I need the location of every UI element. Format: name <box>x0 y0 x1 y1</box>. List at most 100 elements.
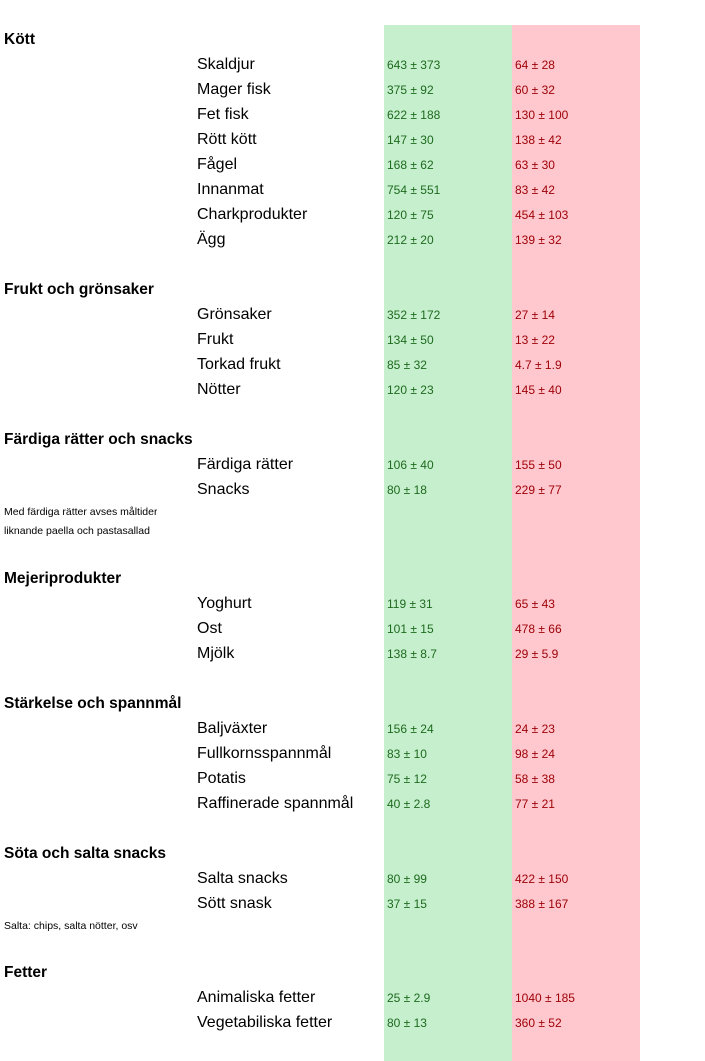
bad-value: 422 ± 150 <box>515 871 569 886</box>
table-row: Mjölk 138 ± 8.7 29 ± 5.9 <box>0 641 705 666</box>
good-value: 106 ± 40 <box>387 457 434 472</box>
table-row: Färdiga rätter 106 ± 40 155 ± 50 <box>0 452 705 477</box>
food-name: Fet fisk <box>197 105 249 123</box>
table-row: Rött kött 147 ± 30 138 ± 42 <box>0 127 705 152</box>
table-row: Fågel 168 ± 62 63 ± 30 <box>0 152 705 177</box>
table-row: Sött snask 37 ± 15 388 ± 167 <box>0 891 705 916</box>
food-name: Fågel <box>197 155 238 173</box>
good-value: 147 ± 30 <box>387 132 434 147</box>
bad-value: 98 ± 24 <box>515 746 555 761</box>
table-row: Raffinerade spannmål 40 ± 2.8 77 ± 21 <box>0 791 705 816</box>
good-value: 352 ± 172 <box>387 307 441 322</box>
bad-value: 138 ± 42 <box>515 132 562 147</box>
good-value: 156 ± 24 <box>387 721 434 736</box>
section-title: Söta och salta snacks <box>4 844 166 862</box>
food-name: Ost <box>197 619 222 637</box>
section-header-row: Färdiga rätter och snacks <box>0 427 705 452</box>
blank-row <box>0 816 705 841</box>
bad-value: 130 ± 100 <box>515 107 569 122</box>
section-title: Fetter <box>4 964 48 981</box>
section-header-row: Kött <box>0 27 705 52</box>
bad-value: 77 ± 21 <box>515 796 555 811</box>
food-name: Innanmat <box>197 180 264 198</box>
note-row: Med färdiga rätter avses måltider <box>0 502 705 522</box>
food-name: Fullkornsspannmål <box>197 744 332 762</box>
bad-value: 155 ± 50 <box>515 457 562 472</box>
table-row: Ost 101 ± 15 478 ± 66 <box>0 616 705 641</box>
good-column-background <box>384 25 512 1061</box>
food-name: Sött snask <box>197 894 272 912</box>
section-title: Kött <box>4 30 35 48</box>
food-name: Salta snacks <box>197 869 288 887</box>
bad-value: 64 ± 28 <box>515 57 555 72</box>
bad-value: 13 ± 22 <box>515 332 555 347</box>
bad-value: 145 ± 40 <box>515 382 562 397</box>
table-row: Salta snacks 80 ± 99 422 ± 150 <box>0 866 705 891</box>
food-name: Ägg <box>197 230 226 248</box>
bad-value: 58 ± 38 <box>515 771 555 786</box>
bad-value: 388 ± 167 <box>515 896 569 911</box>
bad-value: 4.7 ± 1.9 <box>515 357 562 372</box>
good-value: 138 ± 8.7 <box>387 646 437 661</box>
bad-value: 27 ± 14 <box>515 307 555 322</box>
food-name: Torkad frukt <box>197 355 281 373</box>
good-value: 85 ± 32 <box>387 357 427 372</box>
good-value: 168 ± 62 <box>387 157 434 172</box>
table-row: Innanmat 754 ± 551 83 ± 42 <box>0 177 705 202</box>
bad-value: 1040 ± 185 <box>515 991 575 1005</box>
good-value: 120 ± 75 <box>387 207 434 222</box>
good-value: 754 ± 551 <box>387 182 441 197</box>
table-row: Frukt 134 ± 50 13 ± 22 <box>0 327 705 352</box>
good-value: 83 ± 10 <box>387 746 427 761</box>
bad-value: 60 ± 32 <box>515 82 555 97</box>
food-name: Grönsaker <box>197 305 272 323</box>
table-row: Vegetabiliska fetter 80 ± 13 360 ± 52 <box>0 1011 705 1036</box>
food-name: Frukt <box>197 330 234 348</box>
food-name: Nötter <box>197 380 241 398</box>
good-value: 134 ± 50 <box>387 332 434 347</box>
bad-value: 83 ± 42 <box>515 182 555 197</box>
table-row: Yoghurt 119 ± 31 65 ± 43 <box>0 591 705 616</box>
table-row: Nötter 120 ± 23 145 ± 40 <box>0 377 705 402</box>
note-text: Med färdiga rätter avses måltider <box>4 505 158 518</box>
table-row: Fullkornsspannmål 83 ± 10 98 ± 24 <box>0 741 705 766</box>
good-value: 75 ± 12 <box>387 771 427 786</box>
food-name: Animaliska fetter <box>197 989 316 1006</box>
bad-value: 360 ± 52 <box>515 1016 562 1030</box>
food-name: Mager fisk <box>197 80 271 98</box>
table-row: Baljväxter 156 ± 24 24 ± 23 <box>0 716 705 741</box>
table-row: Snacks 80 ± 18 229 ± 77 <box>0 477 705 502</box>
bad-value: 65 ± 43 <box>515 596 555 611</box>
food-name: Potatis <box>197 769 246 787</box>
food-name: Rött kött <box>197 130 257 148</box>
table-row: Skaldjur 643 ± 373 64 ± 28 <box>0 52 705 77</box>
bad-value: 63 ± 30 <box>515 157 555 172</box>
table-row: Grönsaker 352 ± 172 27 ± 14 <box>0 302 705 327</box>
bad-value: 139 ± 32 <box>515 232 562 247</box>
good-value: 25 ± 2.9 <box>387 991 431 1005</box>
section-header-row: Mejeriprodukter <box>0 566 705 591</box>
good-value: 212 ± 20 <box>387 232 434 247</box>
bad-value: 229 ± 77 <box>515 482 562 497</box>
note-text: Salta: chips, salta nötter, osv <box>4 919 138 932</box>
section-header-row: Frukt och grönsaker <box>0 277 705 302</box>
blank-row <box>0 541 705 566</box>
food-name: Skaldjur <box>197 55 255 73</box>
section-header-row: Stärkelse och spannmål <box>0 691 705 716</box>
table-row: Torkad frukt 85 ± 32 4.7 ± 1.9 <box>0 352 705 377</box>
good-value: 80 ± 13 <box>387 1016 427 1030</box>
food-name: Vegetabiliska fetter <box>197 1014 333 1031</box>
good-value: 37 ± 15 <box>387 896 427 911</box>
bad-value: 29 ± 5.9 <box>515 646 559 661</box>
good-value: 80 ± 99 <box>387 871 427 886</box>
food-name: Raffinerade spannmål <box>197 794 354 812</box>
good-value: 101 ± 15 <box>387 621 434 636</box>
food-name: Charkprodukter <box>197 205 308 223</box>
food-name: Mjölk <box>197 644 235 662</box>
good-value: 120 ± 23 <box>387 382 434 397</box>
bad-value: 454 ± 103 <box>515 207 569 222</box>
note-row: Salta: chips, salta nötter, osv <box>0 916 705 936</box>
section-title: Mejeriprodukter <box>4 569 122 587</box>
good-value: 375 ± 92 <box>387 82 434 97</box>
food-name: Baljväxter <box>197 719 268 737</box>
